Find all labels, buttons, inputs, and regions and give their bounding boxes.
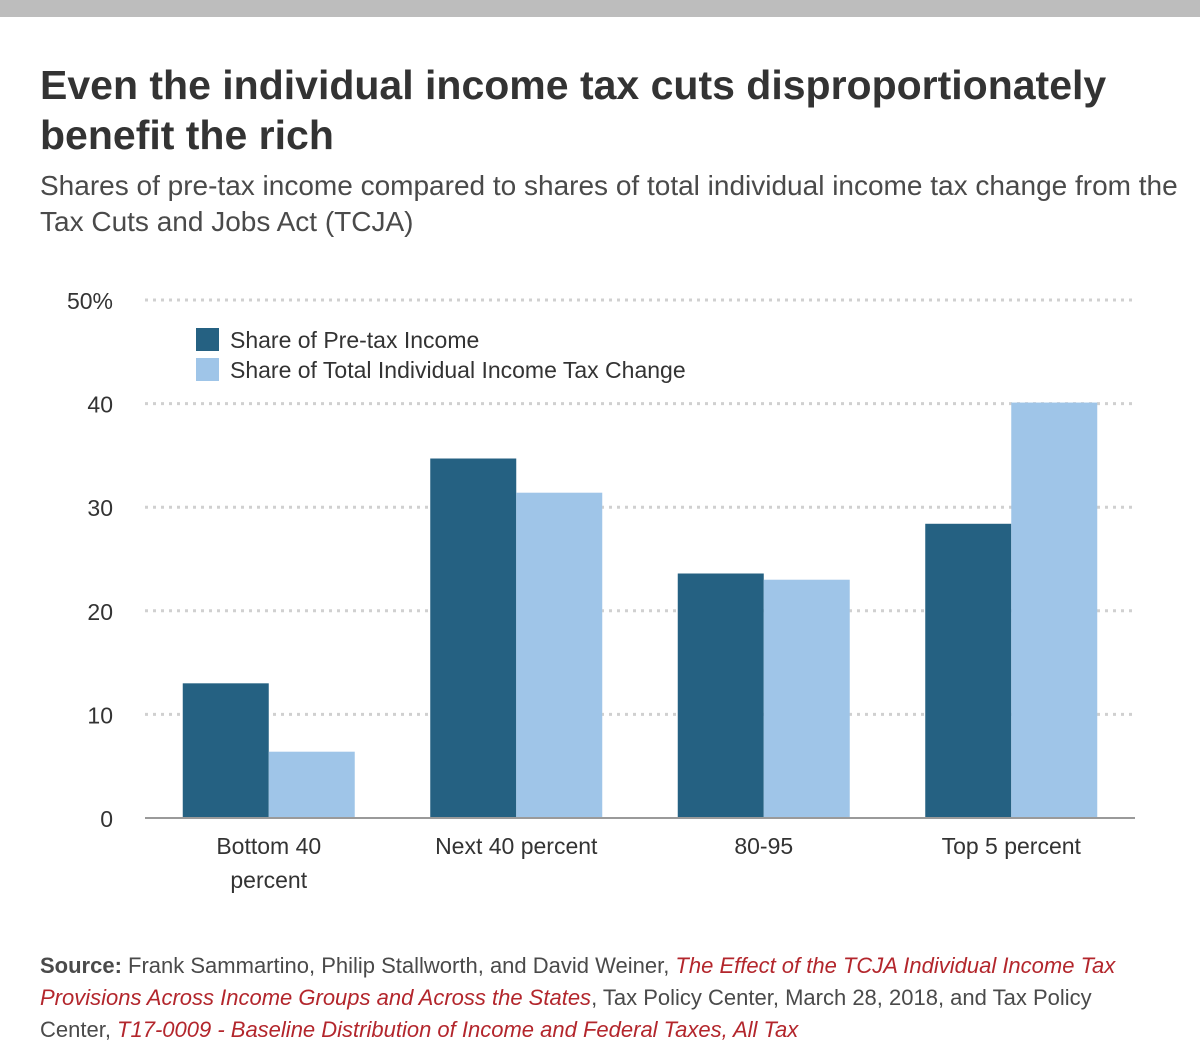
bar xyxy=(430,458,517,818)
source-reference-2: T17-0009 - Baseline Distribution of Inco… xyxy=(117,1017,799,1042)
bar xyxy=(677,573,764,818)
chart-subtitle: Shares of pre-tax income compared to sha… xyxy=(40,170,1178,237)
x-tick-label: percent xyxy=(230,867,307,893)
y-tick-label: 10 xyxy=(87,702,113,728)
y-tick-label: 50% xyxy=(67,288,113,314)
bar xyxy=(182,683,269,818)
bar xyxy=(1011,402,1098,818)
y-tick-label: 30 xyxy=(87,495,113,521)
x-tick-label: 80-95 xyxy=(734,833,793,859)
y-tick-label: 20 xyxy=(87,599,113,625)
x-tick-label: Next 40 percent xyxy=(435,833,598,859)
y-tick-label: 0 xyxy=(100,806,113,832)
bar-chart: 0 10 20 30 40 50% Bottom 40 percent Next 40 perc… xyxy=(67,288,1135,893)
source-label: Source: xyxy=(40,953,122,978)
bar xyxy=(268,751,355,818)
source-text-2: , Tax Policy Center, March 28, 2018, and… xyxy=(40,985,1092,1042)
source-text-1: Frank Sammartino, Philip Stallworth, and… xyxy=(121,953,676,978)
source-note: Source: Frank Sammartino, Philip Stallwo… xyxy=(40,950,1160,1046)
bar xyxy=(516,492,603,818)
legend-swatch xyxy=(196,328,219,351)
y-tick-label: 40 xyxy=(87,392,113,418)
source-reference-1: The Effect of the TCJA Individual Income… xyxy=(40,953,1116,1010)
legend-swatch xyxy=(196,358,219,381)
bar xyxy=(763,579,850,818)
legend-label: Share of Pre-tax Income xyxy=(230,327,479,353)
legend-label: Share of Total Individual Income Tax Cha… xyxy=(230,357,686,383)
chart-title: Even the individual income tax cuts disp… xyxy=(40,62,1107,158)
x-tick-label: Top 5 percent xyxy=(942,833,1082,859)
bar xyxy=(925,523,1012,818)
top-bar xyxy=(0,0,1200,17)
x-tick-label: Bottom 40 xyxy=(216,833,321,859)
